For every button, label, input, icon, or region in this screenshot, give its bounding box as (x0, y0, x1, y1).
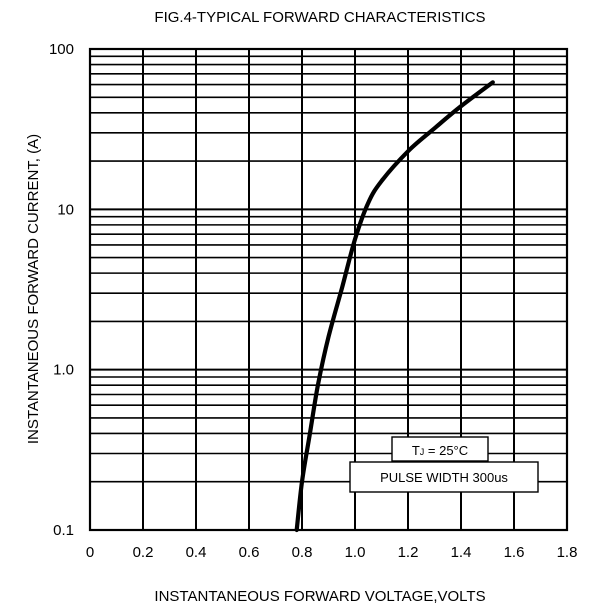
annotation-box-temp (391, 436, 489, 462)
x-tick-label: 1.6 (504, 544, 525, 561)
y-tick-label: 1.0 (53, 362, 74, 379)
x-tick-label: 0.8 (292, 544, 313, 561)
grid (89, 49, 568, 531)
x-axis-label: INSTANTANEOUS FORWARD VOLTAGE,VOLTS (154, 588, 485, 605)
x-tick-label: 0.2 (133, 544, 154, 561)
y-tick-labels: 0.1 1.0 10 100 (49, 41, 74, 539)
plot-frame (88, 47, 569, 532)
y-axis-label: INSTANTANEOUS FORWARD CURRENT, (A) (25, 134, 42, 444)
x-tick-label: 0.6 (239, 544, 260, 561)
x-tick-label: 0.4 (186, 544, 207, 561)
x-tick-labels: 0 0.2 0.4 0.6 0.8 1.0 1.2 1.4 1.6 1.8 (86, 544, 578, 561)
x-tick-label: 1.4 (451, 544, 472, 561)
forward-characteristic-curve (294, 80, 495, 533)
annotation-pulse: PULSE WIDTH 300us (380, 470, 508, 485)
x-tick-label: 1.2 (398, 544, 419, 561)
x-tick-label: 1.8 (557, 544, 578, 561)
x-tick-label: 1.0 (345, 544, 366, 561)
chart-title: FIG.4-TYPICAL FORWARD CHARACTERISTICS (154, 9, 485, 26)
x-tick-label: 0 (86, 544, 94, 561)
y-tick-label: 100 (49, 41, 74, 58)
y-tick-label: 0.1 (53, 522, 74, 539)
annotation-temp: TJ = 25°C (412, 443, 468, 458)
annotation-box-pulse (349, 461, 539, 493)
y-tick-label: 10 (57, 201, 74, 218)
